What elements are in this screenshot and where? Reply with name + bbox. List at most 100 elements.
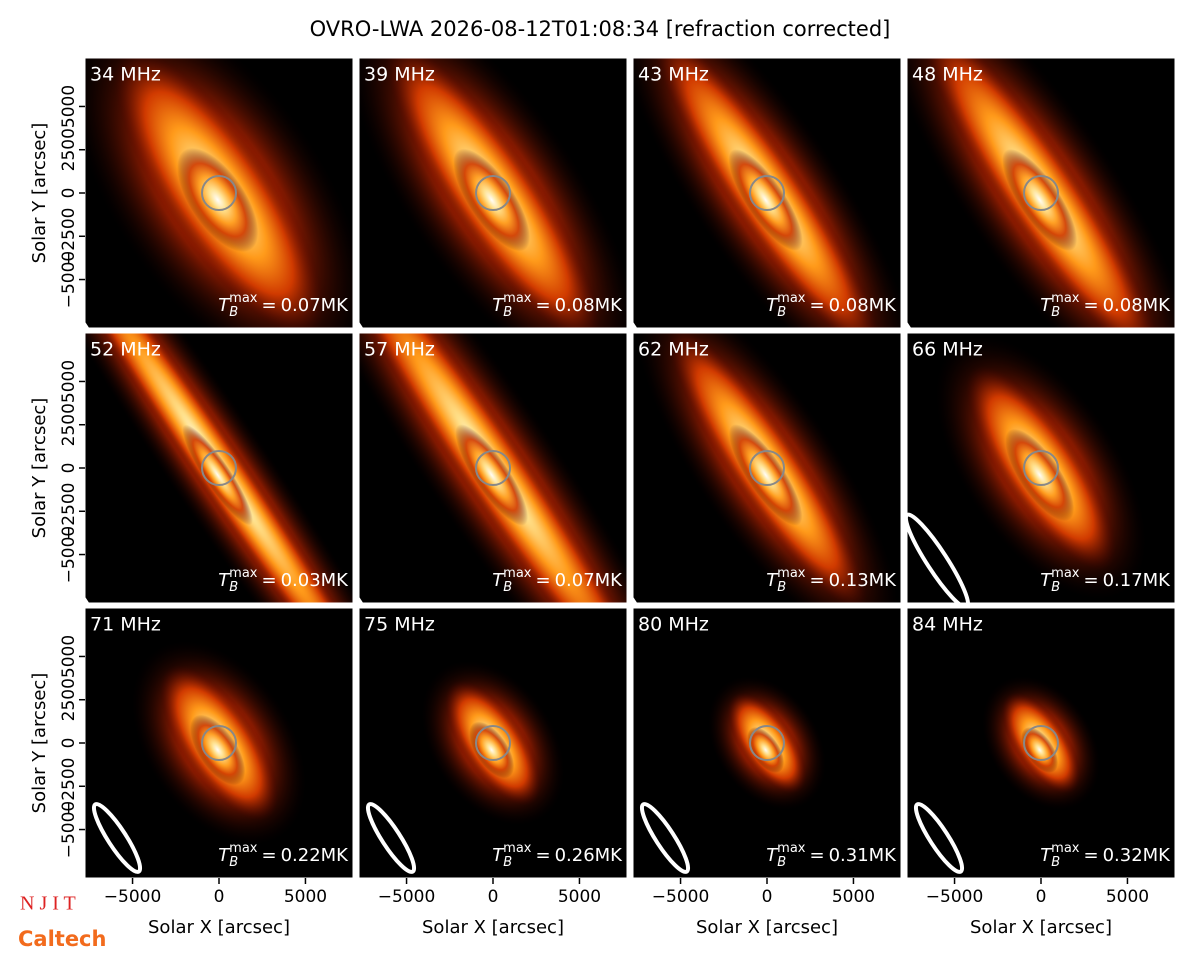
tb-unit: MK — [321, 845, 350, 866]
tb-value: 0.17 — [1103, 570, 1143, 591]
x-tick-label: 0 — [488, 887, 499, 907]
tb-max-label: TBmax = 0.32MK — [1040, 841, 1171, 870]
tb-symbol: T — [492, 570, 505, 591]
tb-value: 0.32 — [1103, 845, 1143, 866]
tb-sup: max — [503, 566, 532, 581]
tb-relation: = — [261, 570, 276, 591]
panel — [907, 333, 1175, 603]
tb-sup: max — [229, 841, 258, 856]
tb-value: 0.07 — [555, 570, 595, 591]
panel-frame — [632, 57, 902, 329]
tb-symbol: T — [1040, 570, 1053, 591]
solar-disk — [749, 175, 785, 211]
y-tick-label: 0 — [59, 188, 79, 199]
tb-unit: MK — [869, 845, 898, 866]
emission-core — [1021, 727, 1059, 773]
tb-symbol: T — [766, 295, 779, 316]
tb-sup: max — [1051, 291, 1080, 306]
x-tick-label: 5000 — [832, 887, 875, 907]
y-tick-label: 5000 — [59, 360, 79, 403]
x-tick-label: −5000 — [104, 887, 162, 907]
tb-unit: MK — [1143, 295, 1172, 316]
tb-relation: = — [535, 845, 550, 866]
y-tick-label: 0 — [59, 463, 79, 474]
y-tick-label: −2500 — [59, 758, 79, 816]
y-tick-label: 2500 — [59, 128, 79, 171]
emission-core — [728, 149, 803, 251]
tb-unit: MK — [321, 570, 350, 591]
frequency-label: 34 MHz — [90, 64, 161, 86]
tb-relation: = — [809, 570, 824, 591]
tb-max-label: TBmax = 0.13MK — [766, 566, 897, 595]
tb-sub: B — [503, 855, 512, 870]
emission-core — [182, 424, 253, 526]
tb-unit: MK — [869, 570, 898, 591]
panel — [633, 58, 901, 328]
y-tick-label: −5000 — [59, 801, 79, 859]
tb-sub: B — [777, 855, 786, 870]
solar-disk — [201, 725, 237, 761]
x-axis-label: Solar X [arcsec] — [422, 917, 564, 938]
emission-core — [455, 424, 529, 526]
tb-unit: MK — [595, 845, 624, 866]
frequency-label: 43 MHz — [638, 64, 709, 86]
panel — [85, 58, 353, 328]
y-axis-label: Solar Y [arcsec] — [29, 123, 50, 264]
x-tick-label: −5000 — [378, 887, 436, 907]
beam — [365, 802, 417, 874]
tb-max-label: TBmax = 0.17MK — [1040, 566, 1171, 595]
frequency-label: 66 MHz — [912, 339, 983, 361]
frequency-label: 48 MHz — [912, 64, 983, 86]
tb-sub: B — [229, 305, 238, 320]
tb-value: 0.08 — [829, 295, 869, 316]
panel — [359, 333, 627, 603]
y-axis-label: Solar Y [arcsec] — [29, 673, 50, 814]
tb-unit: MK — [869, 295, 898, 316]
tb-max-label: TBmax = 0.07MK — [492, 566, 623, 595]
panel — [85, 333, 353, 603]
tb-sup: max — [1051, 841, 1080, 856]
tb-unit: MK — [1143, 845, 1172, 866]
tb-max-label: TBmax = 0.08MK — [492, 291, 623, 320]
tb-max-label: TBmax = 0.08MK — [1040, 291, 1171, 320]
emission-core — [728, 424, 803, 526]
tb-max-label: TBmax = 0.07MK — [218, 291, 349, 320]
solar-disk — [475, 450, 511, 486]
tb-sub: B — [777, 580, 786, 595]
y-tick-label: −5000 — [59, 251, 79, 309]
tb-symbol: T — [218, 570, 231, 591]
solar-disk — [201, 175, 237, 211]
emission-core — [469, 721, 515, 779]
tb-sub: B — [229, 855, 238, 870]
y-tick-label: −2500 — [59, 483, 79, 541]
emission-core — [1005, 428, 1075, 522]
logo-caltech: Caltech — [18, 927, 106, 951]
tb-value: 0.31 — [829, 845, 869, 866]
tb-symbol: T — [766, 845, 779, 866]
y-tick-label: 2500 — [59, 678, 79, 721]
tb-relation: = — [261, 845, 276, 866]
tb-relation: = — [261, 295, 276, 316]
frequency-label: 62 MHz — [638, 339, 709, 361]
x-tick-label: 5000 — [1106, 887, 1149, 907]
frequency-label: 84 MHz — [912, 614, 983, 636]
beam — [639, 802, 691, 874]
tb-sup: max — [503, 841, 532, 856]
x-tick-label: −5000 — [652, 887, 710, 907]
tb-value: 0.08 — [555, 295, 595, 316]
logo-njit: N J I T — [20, 893, 76, 915]
panel — [633, 608, 901, 878]
panel — [907, 608, 1175, 878]
panel-frame — [632, 332, 902, 604]
tb-sub: B — [503, 580, 512, 595]
tb-value: 0.22 — [281, 845, 321, 866]
solar-disk — [201, 450, 237, 486]
tb-value: 0.08 — [1103, 295, 1143, 316]
tb-symbol: T — [1040, 295, 1053, 316]
tb-symbol: T — [1040, 845, 1053, 866]
panel — [359, 58, 627, 328]
tb-max-label: TBmax = 0.26MK — [492, 841, 623, 870]
solar-disk — [475, 725, 511, 761]
frequency-label: 52 MHz — [90, 339, 161, 361]
solar-disk — [1023, 175, 1059, 211]
